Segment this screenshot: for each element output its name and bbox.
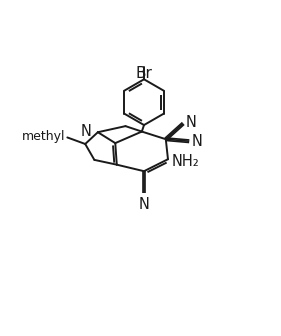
- Text: NH₂: NH₂: [172, 154, 200, 169]
- Text: N: N: [192, 134, 203, 149]
- Text: N: N: [186, 115, 197, 130]
- Text: N: N: [139, 197, 149, 212]
- Text: Br: Br: [135, 66, 153, 81]
- Text: methyl: methyl: [22, 130, 65, 143]
- Text: N: N: [81, 124, 92, 139]
